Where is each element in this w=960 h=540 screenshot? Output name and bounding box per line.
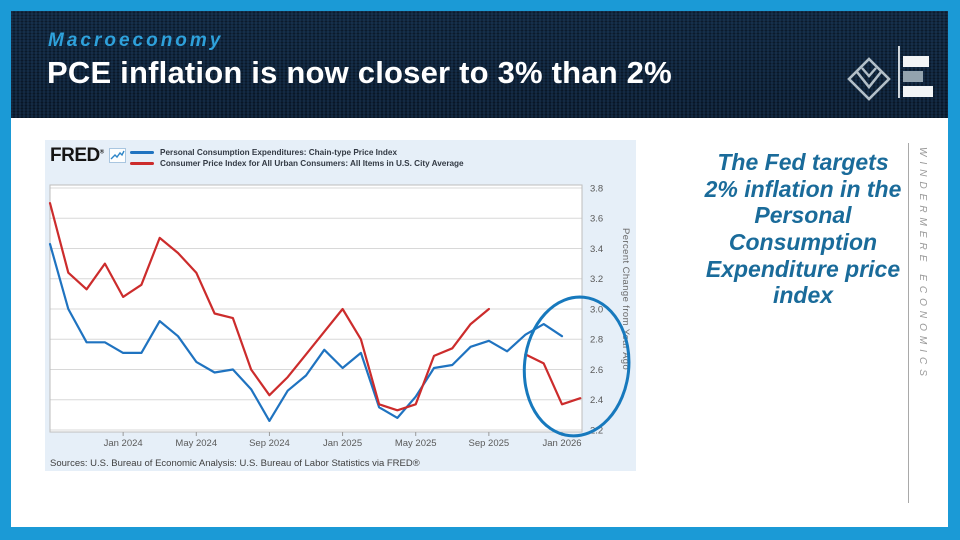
legend-label: Personal Consumption Expenditures: Chain… [160,148,398,157]
inflation-line-chart: 3.8 3.6 3.4 3.2 3.0 2.8 2.6 2.4 2.2 Jan 2024 May 2… [48,183,631,449]
chart-legend: Personal Consumption Expenditures: Chain… [130,147,464,169]
svg-text:May 2025: May 2025 [395,438,437,449]
economics-e-bars-icon [898,46,933,98]
svg-text:Sep 2024: Sep 2024 [249,438,290,449]
fred-sparkline-icon [109,148,126,163]
svg-text:Jan 2024: Jan 2024 [104,438,143,449]
legend-item: Personal Consumption Expenditures: Chain… [130,147,464,158]
slide-title: PCE inflation is now closer to 3% than 2… [47,55,672,90]
legend-swatch [130,162,154,165]
legend-label: Consumer Price Index for All Urban Consu… [160,159,464,168]
svg-text:3.2: 3.2 [590,274,603,285]
svg-text:Jan 2026: Jan 2026 [542,438,581,449]
svg-text:3.8: 3.8 [590,183,603,194]
svg-text:3.4: 3.4 [590,244,603,255]
windermere-w-diamond-icon [847,57,891,101]
registered-mark: ® [99,149,104,156]
svg-text:Sep 2025: Sep 2025 [469,438,510,449]
svg-text:Jan 2025: Jan 2025 [323,438,362,449]
fred-chart-card: FRED® Personal Consumption Expenditures:… [45,140,636,471]
windermere-logo [846,44,938,104]
fed-target-callout: The Fed targets 2% inflation in the Pers… [704,149,902,309]
slide: Macroeconomy PCE inflation is now closer… [11,11,948,527]
svg-text:2.6: 2.6 [590,365,603,376]
header-band: Macroeconomy PCE inflation is now closer… [11,11,948,118]
section-eyebrow: Macroeconomy [48,30,224,51]
chart-source-note: Sources: U.S. Bureau of Economic Analysi… [50,458,420,469]
windermere-economics-vertical-text: WINDERMERE ECONOMICS [917,147,928,381]
svg-text:3.6: 3.6 [590,214,603,225]
svg-text:Percent Change from Year Ago: Percent Change from Year Ago [620,228,631,370]
legend-item: Consumer Price Index for All Urban Consu… [130,158,464,169]
svg-text:2.8: 2.8 [590,335,603,346]
fred-logo: FRED® [50,145,104,166]
svg-text:May 2024: May 2024 [175,438,217,449]
vertical-divider [908,143,909,503]
svg-text:2.2: 2.2 [590,425,603,436]
svg-text:2.4: 2.4 [590,395,603,406]
legend-swatch [130,151,154,154]
svg-text:3.0: 3.0 [590,304,603,315]
